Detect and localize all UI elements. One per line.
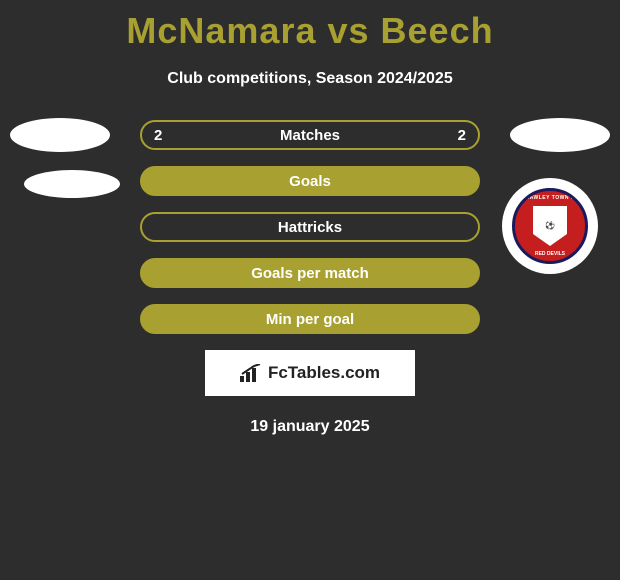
stat-row-min-per-goal: Min per goal [0, 304, 620, 334]
stat-row-goals-per-match: Goals per match [0, 258, 620, 288]
barchart-icon [240, 364, 262, 382]
stat-row-matches: 2 Matches 2 [0, 120, 620, 150]
date-text: 19 january 2025 [0, 418, 620, 436]
stat-bar: Min per goal [140, 304, 480, 334]
stat-label: Goals [289, 173, 331, 190]
stat-row-hattricks: Hattricks [0, 212, 620, 242]
stat-bar: Hattricks [140, 212, 480, 242]
stat-bar: Goals [140, 166, 480, 196]
stat-label: Min per goal [266, 311, 354, 328]
stat-label: Goals per match [251, 265, 369, 282]
stat-bar: Goals per match [140, 258, 480, 288]
branding-box: FcTables.com [205, 350, 415, 396]
stat-row-goals: Goals [0, 166, 620, 196]
stat-bar: 2 Matches 2 [140, 120, 480, 150]
crest-bottom-text: RED DEVILS [535, 251, 565, 257]
branding-label: FcTables.com [268, 363, 380, 383]
stat-right-value: 2 [458, 127, 466, 144]
stat-left-value: 2 [154, 127, 162, 144]
subtitle: Club competitions, Season 2024/2025 [0, 70, 620, 88]
stats-area: CRAWLEY TOWN FC ⚽ RED DEVILS 2 Matches 2… [0, 120, 620, 334]
stat-label: Hattricks [278, 219, 342, 236]
stat-label: Matches [280, 127, 340, 144]
page-title: McNamara vs Beech [0, 0, 620, 52]
